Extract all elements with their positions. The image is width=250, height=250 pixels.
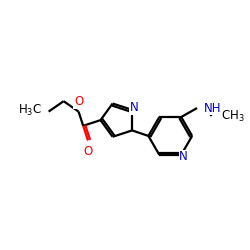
Text: O: O — [84, 145, 93, 158]
Text: N: N — [130, 102, 138, 114]
Text: NH: NH — [204, 102, 221, 114]
Text: O: O — [74, 95, 83, 108]
Text: H$_3$C: H$_3$C — [18, 103, 42, 118]
Text: N: N — [179, 150, 188, 163]
Text: CH$_3$: CH$_3$ — [220, 108, 244, 124]
